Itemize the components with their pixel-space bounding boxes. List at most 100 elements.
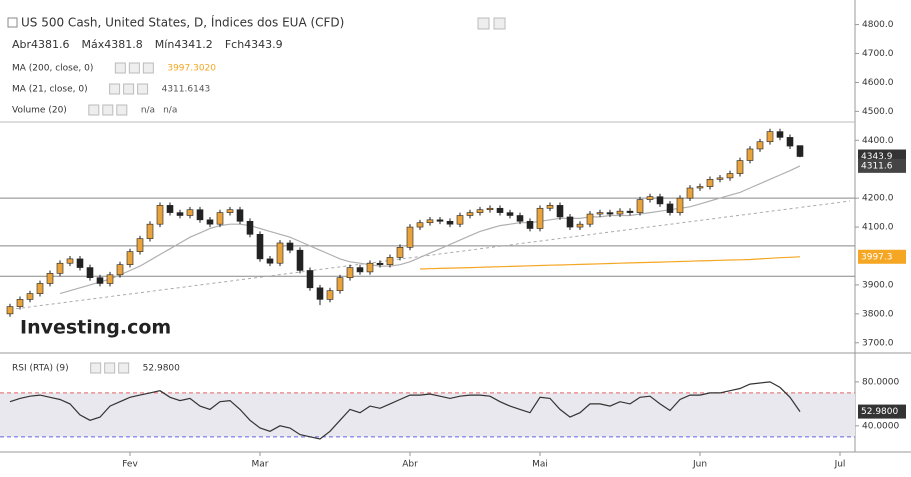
candle-body xyxy=(26,293,34,300)
candle-body xyxy=(516,215,524,222)
settings-icon[interactable] xyxy=(477,17,490,30)
indicator-icon[interactable] xyxy=(102,104,114,116)
y-tick-label: 4400.0 xyxy=(862,136,894,146)
candle-body xyxy=(696,186,704,189)
candle-body xyxy=(486,207,494,211)
ohlc-label: Fch xyxy=(225,38,244,51)
candle-body xyxy=(496,207,504,213)
candle-body xyxy=(6,306,14,315)
candle-body xyxy=(506,212,514,216)
y-tick-label: 4700.0 xyxy=(862,49,894,59)
rsi-value: 52.9800 xyxy=(143,364,180,374)
y-tick-label: 4500.0 xyxy=(862,107,894,117)
indicator-icon[interactable] xyxy=(123,83,135,95)
indicator-icon[interactable] xyxy=(137,83,149,95)
y-tick-label: 3900.0 xyxy=(862,280,894,290)
candle-body xyxy=(416,222,424,228)
legend: US 500 Cash, United States, D, Índices d… xyxy=(12,15,344,116)
candle-body xyxy=(136,238,144,252)
candle-body xyxy=(796,145,804,157)
x-tick-label: Abr xyxy=(402,460,418,470)
candle-body xyxy=(86,267,94,278)
indicator-icon[interactable] xyxy=(114,62,126,74)
x-tick-label: Mai xyxy=(532,460,548,470)
ma-tag: 4311.6 xyxy=(861,161,893,171)
close-icon[interactable] xyxy=(493,17,506,30)
indicator-icon[interactable] xyxy=(128,62,140,74)
candle-body xyxy=(736,160,744,174)
candle-body xyxy=(366,262,374,273)
ohlc-label: Máx xyxy=(82,38,105,51)
candle-body xyxy=(206,219,214,225)
candle-body xyxy=(456,215,464,225)
y-tick-label: 4600.0 xyxy=(862,78,894,88)
moving-average xyxy=(419,256,801,270)
indicator-value: 3997.3020 xyxy=(167,64,216,74)
ohlc-value: 4381.8 xyxy=(104,38,143,51)
candle-body xyxy=(406,226,414,248)
indicator-icon[interactable] xyxy=(142,62,154,74)
candle-body xyxy=(156,205,164,225)
y-tick-label: 4100.0 xyxy=(862,223,894,233)
candle-body xyxy=(306,270,314,289)
candle-body xyxy=(296,249,304,271)
candle-body xyxy=(756,141,764,150)
ma-tag: 3997.3 xyxy=(861,252,893,262)
rsi-band xyxy=(0,392,855,437)
candle-body xyxy=(266,258,274,264)
rsi-tag-box xyxy=(858,404,906,419)
candle-body xyxy=(46,273,54,284)
indicator-icon[interactable] xyxy=(88,104,100,116)
candle-body xyxy=(256,233,264,260)
ohlc-label: Abr xyxy=(12,38,32,51)
indicator-icon[interactable] xyxy=(118,362,130,374)
candle-body xyxy=(216,212,224,225)
collapse-icon[interactable] xyxy=(7,17,18,28)
candle-body xyxy=(666,203,674,213)
candle-body xyxy=(316,287,324,300)
candle-body xyxy=(286,242,294,251)
candle-body xyxy=(536,207,544,229)
indicator-icon[interactable] xyxy=(90,362,102,374)
x-tick-label: Fev xyxy=(122,460,138,470)
indicator-icon[interactable] xyxy=(116,104,128,116)
candle-body xyxy=(66,258,74,264)
candle-body xyxy=(576,223,584,228)
indicator-icon[interactable] xyxy=(104,362,116,374)
candle-body xyxy=(596,212,604,215)
indicator-value: n/a xyxy=(163,106,177,116)
y-tick-label: 3700.0 xyxy=(862,338,894,348)
x-tick-label: Mar xyxy=(252,460,269,470)
indicator-icon[interactable] xyxy=(109,83,121,95)
candle-body xyxy=(706,179,714,187)
candle-body xyxy=(36,283,44,294)
candle-body xyxy=(356,267,364,273)
candle-body xyxy=(276,242,284,264)
candle-body xyxy=(646,196,654,200)
y-tick-label: 40.0000 xyxy=(862,421,899,431)
candle-body xyxy=(566,216,574,228)
indicator-value: n/a xyxy=(141,106,155,116)
candle-body xyxy=(76,258,84,268)
candle-body xyxy=(346,267,354,278)
candle-body xyxy=(686,187,694,199)
ohlc-value: 4343.9 xyxy=(244,38,283,51)
candle-body xyxy=(436,219,444,222)
x-tick-label: Jun xyxy=(692,460,707,470)
candle-body xyxy=(636,199,644,213)
candle-body xyxy=(626,210,634,213)
candle-body xyxy=(326,290,334,300)
chart-title: US 500 Cash, United States, D, Índices d… xyxy=(21,15,344,30)
candle-body xyxy=(56,262,64,274)
candle-body xyxy=(186,209,194,216)
candle-body xyxy=(656,196,664,205)
candle-body xyxy=(746,148,754,161)
candle-body xyxy=(246,220,254,235)
rsi-label: RSI (RTA) (9) xyxy=(12,364,69,374)
candle-body xyxy=(546,205,554,209)
candle-body xyxy=(196,209,204,221)
y-tick-label: 80.0000 xyxy=(862,377,899,387)
candle-body xyxy=(236,209,244,222)
